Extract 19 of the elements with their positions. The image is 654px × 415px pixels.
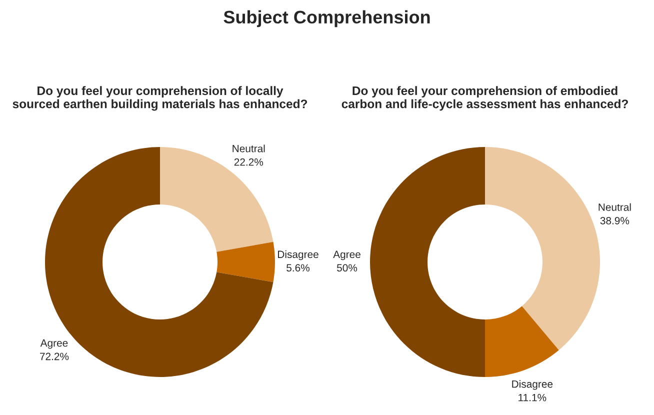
text: Subject Comprehension (224, 10, 430, 28)
data-label: 38.9% (600, 217, 630, 224)
slice-label: Disagree (278, 250, 318, 260)
data-label: 11.1% (518, 394, 546, 402)
data-label: 5.6% (286, 264, 310, 272)
donut-slice (216, 242, 275, 282)
chart-title: Do you feel your comprehension of locally sourced earthen building materials has enhanced? (12, 86, 308, 111)
data-label: 22.2% (234, 158, 264, 166)
chart-title: Do you feel your comprehension of embodied carbon and life-cycle assessment has enhanced? (342, 86, 628, 111)
data-label: 72.2% (40, 352, 69, 360)
data-label: 50% (336, 264, 358, 272)
slice-label: Agree (333, 250, 360, 260)
slice-label: Agree (40, 339, 68, 349)
slice-label: Disagree (512, 380, 553, 390)
slice-label: Neutral (232, 144, 265, 152)
donut-slice (370, 147, 485, 377)
donut-slice (485, 306, 559, 377)
slice-label: Neutral (598, 203, 631, 211)
donut-slice (485, 147, 600, 350)
